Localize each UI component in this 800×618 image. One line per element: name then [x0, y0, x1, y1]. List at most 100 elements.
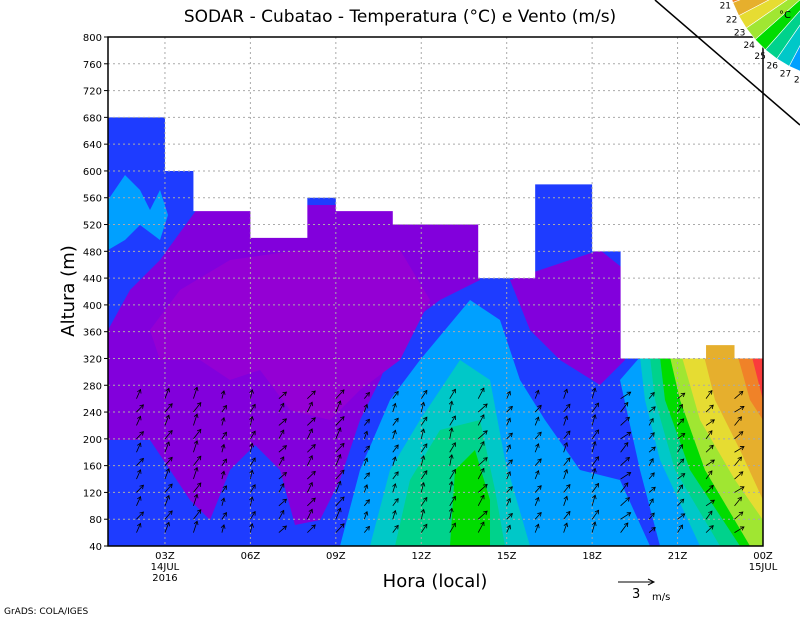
colorbar-unit: °C	[779, 10, 791, 21]
wind-arrow-head	[480, 467, 485, 473]
wind-arrow-head	[280, 456, 285, 461]
wind-arrow-head	[625, 416, 630, 422]
wind-arrow-head	[650, 472, 655, 477]
wind-arrow	[307, 444, 316, 453]
wind-arrow	[534, 405, 542, 413]
wind-arrow-head	[594, 402, 600, 408]
wind-arrow	[591, 402, 599, 413]
wind-arrow-head	[508, 486, 513, 491]
wind-arrow	[449, 496, 456, 507]
wind-arrow-head	[709, 484, 714, 490]
wind-arrow-head	[649, 458, 654, 463]
wind-arrow-head	[282, 391, 288, 397]
wind-arrow-head	[337, 480, 342, 486]
contour-19	[150, 250, 430, 420]
wind-arrow	[193, 521, 198, 533]
wind-arrow-head	[423, 496, 428, 502]
y-tick-labels: 40 80 120 160 200 240 280 320 360 400 440 480 520 560…	[83, 33, 108, 553]
wind-arrow-head	[222, 431, 227, 437]
wind-arrow-head	[508, 432, 513, 438]
wind-arrow-head	[311, 390, 316, 395]
wind-arrow-head	[679, 418, 685, 423]
wind-arrow	[506, 406, 513, 413]
wind-arrow-head	[311, 497, 316, 503]
wind-arrow	[221, 512, 227, 520]
y-tick-label: 320	[83, 354, 102, 365]
wind-arrow	[534, 524, 539, 533]
wind-arrow-head	[506, 471, 511, 476]
wind-arrow-head	[196, 455, 202, 461]
wind-arrow	[648, 418, 654, 426]
wind-arrow-head	[708, 430, 713, 435]
wind-arrow-head	[280, 509, 285, 515]
wind-arrow	[164, 522, 170, 533]
wind-arrow-head	[251, 457, 256, 463]
wind-arrow	[335, 469, 345, 480]
wind-arrow-head	[651, 526, 656, 532]
y-tick-label: 600	[83, 167, 102, 178]
wind-arrow-head	[480, 440, 485, 446]
wind-arrow	[563, 404, 571, 413]
wind-arrow	[534, 390, 539, 399]
reference-vector-value: 3	[632, 587, 640, 602]
wind-arrow	[677, 473, 685, 480]
wind-arrow	[620, 431, 631, 440]
wind-arrow	[677, 524, 683, 533]
contour-warm-30	[752, 357, 763, 400]
wind-arrow	[306, 428, 313, 440]
wind-arrow-head	[535, 416, 540, 422]
wind-arrow-head	[563, 388, 569, 394]
wind-arrow-head	[738, 390, 744, 396]
wind-arrow-head	[139, 484, 144, 490]
wind-arrow	[420, 416, 428, 426]
wind-arrow	[420, 443, 428, 453]
wind-arrow	[335, 496, 345, 507]
temperature-contours	[108, 37, 763, 546]
wind-arrow	[420, 455, 425, 466]
wind-arrow	[734, 446, 745, 453]
wind-arrow-head	[423, 416, 428, 422]
wind-arrow	[762, 411, 763, 413]
wind-arrow	[563, 496, 568, 506]
wind-arrow	[677, 444, 683, 453]
wind-arrow	[762, 465, 763, 466]
wind-arrow-head	[222, 512, 227, 517]
wind-arrow	[620, 472, 631, 480]
colorbar-label: 24	[743, 41, 755, 51]
wind-arrow-head	[480, 494, 485, 500]
wind-arrow-head	[340, 389, 345, 394]
wind-arrow	[477, 510, 488, 520]
wind-arrow	[563, 511, 571, 520]
wind-arrow-head	[537, 485, 542, 490]
wind-arrow-head	[508, 513, 513, 518]
x-tick-label: 00Z	[753, 551, 773, 562]
wind-arrow-head	[280, 482, 285, 488]
wind-arrow	[193, 455, 202, 466]
wind-arrow-head	[566, 484, 571, 489]
wind-arrow-head	[626, 391, 632, 396]
wind-arrow-head	[394, 524, 399, 530]
wind-arrow	[250, 484, 256, 493]
wind-arrow-head	[591, 494, 597, 500]
x-tick-label: 09Z	[326, 551, 346, 562]
y-tick-label: 680	[83, 113, 102, 124]
wind-arrow-head	[737, 456, 742, 462]
wind-arrow	[221, 485, 227, 493]
wind-arrow-head	[337, 507, 342, 513]
wind-arrow	[506, 525, 511, 533]
wind-arrow-head	[165, 387, 170, 393]
wind-arrow-head	[767, 524, 771, 528]
wind-arrow-head	[738, 471, 744, 476]
wind-arrow	[477, 484, 488, 493]
wind-arrow	[591, 483, 599, 493]
wind-arrow-head	[680, 392, 686, 398]
wind-arrow	[506, 486, 513, 493]
wind-arrow	[420, 390, 428, 399]
wind-arrow	[705, 470, 713, 480]
wind-arrow-head	[394, 498, 399, 503]
wind-arrow-head	[137, 415, 142, 421]
wind-arrow	[363, 431, 368, 439]
wind-arrow-head	[308, 428, 313, 433]
y-tick-label: 480	[83, 247, 102, 258]
y-tick-label: 400	[83, 301, 102, 312]
